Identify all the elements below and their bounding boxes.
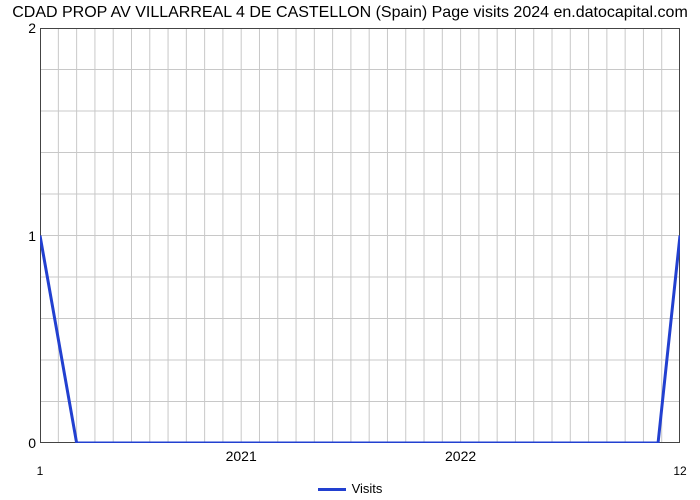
ytick-0: 0 (6, 435, 36, 451)
chart-plot-area (40, 28, 680, 443)
legend: Visits (0, 481, 700, 496)
legend-swatch (318, 488, 346, 491)
legend-label: Visits (352, 481, 383, 496)
x-right-secondary: 12 (673, 464, 686, 478)
ytick-2: 2 (6, 20, 36, 36)
ytick-1: 1 (6, 228, 36, 244)
xtick-2021: 2021 (226, 448, 257, 464)
chart-title: CDAD PROP AV VILLARREAL 4 DE CASTELLON (… (0, 4, 700, 22)
x-left-secondary: 1 (37, 464, 44, 478)
xtick-2022: 2022 (445, 448, 476, 464)
